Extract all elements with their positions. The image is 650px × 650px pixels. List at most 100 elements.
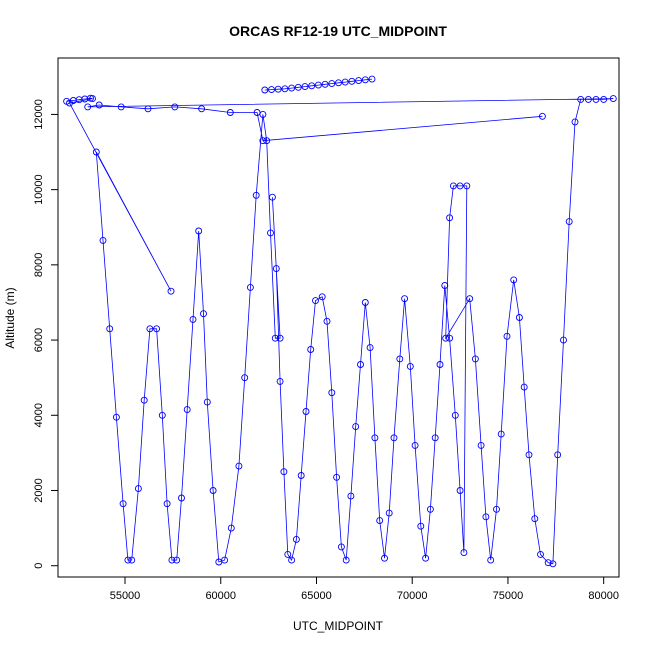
- data-point: [261, 86, 269, 94]
- data-point: [337, 543, 345, 551]
- data-point: [189, 315, 197, 323]
- data-point: [401, 295, 409, 303]
- data-point: [456, 182, 464, 190]
- data-point: [314, 81, 322, 89]
- data-point: [357, 361, 364, 368]
- data-point: [537, 550, 544, 558]
- data-point: [323, 317, 331, 325]
- data-point: [292, 535, 300, 543]
- data-point: [117, 103, 125, 111]
- data-point: [99, 236, 107, 244]
- data-point: [333, 473, 341, 481]
- data-point: [584, 95, 592, 103]
- data-point: [510, 276, 518, 284]
- data-point: [348, 77, 356, 85]
- data-point: [301, 83, 309, 91]
- data-point: [577, 95, 585, 103]
- data-point: [417, 522, 425, 530]
- data-point: [554, 451, 562, 459]
- data-point: [284, 550, 292, 558]
- x-axis: 55000 60000 65000 70000 75000 80000: [110, 576, 619, 602]
- data-point: [493, 505, 500, 513]
- y-axis: 0 2000 4000 6000 8000 10000 12000: [33, 99, 59, 569]
- data-point: [592, 95, 600, 103]
- data-point: [477, 441, 485, 449]
- data-point: [183, 406, 191, 414]
- data-point: [235, 462, 243, 470]
- data-point: [361, 299, 369, 306]
- data-point: [503, 332, 511, 340]
- data-point: [198, 105, 206, 113]
- data-point: [241, 374, 249, 382]
- data-point: [544, 559, 552, 567]
- data-point: [411, 441, 419, 449]
- data-point: [134, 485, 142, 493]
- data-point: [515, 314, 523, 321]
- data-point: [609, 95, 617, 103]
- x-tick-label: 65000: [301, 590, 332, 602]
- data-point: [565, 218, 573, 226]
- data-point: [446, 214, 454, 222]
- data-point: [321, 80, 329, 88]
- data-point: [167, 287, 175, 295]
- data-point: [426, 505, 434, 513]
- data-point: [274, 85, 282, 93]
- data-point: [95, 101, 103, 109]
- data-point: [140, 396, 148, 404]
- data-point: [436, 361, 444, 368]
- series-layer: [63, 75, 617, 568]
- data-point: [89, 95, 96, 103]
- data-point: [297, 472, 305, 479]
- data-point: [390, 434, 398, 442]
- data-point: [307, 346, 315, 353]
- series-1: [261, 75, 376, 94]
- data-point: [272, 265, 280, 273]
- data-point: [227, 524, 235, 532]
- data-point: [253, 109, 261, 116]
- data-point: [525, 451, 533, 459]
- y-tick-label: 6000: [33, 328, 45, 352]
- data-point: [281, 85, 289, 93]
- data-point: [308, 82, 316, 90]
- data-point: [178, 494, 185, 502]
- data-point: [252, 191, 260, 199]
- data-point: [335, 79, 342, 87]
- data-point: [312, 297, 319, 305]
- data-point: [268, 86, 275, 94]
- data-point: [106, 325, 114, 333]
- data-point: [203, 398, 211, 406]
- x-axis-label: UTC_MIDPOINT: [293, 619, 384, 633]
- data-point: [538, 112, 546, 120]
- data-point: [328, 80, 336, 88]
- data-point: [276, 377, 284, 385]
- data-point: [119, 500, 127, 508]
- data-point: [396, 355, 404, 363]
- data-point: [318, 293, 326, 301]
- data-point: [449, 182, 457, 190]
- data-point: [560, 336, 567, 344]
- series-line: [66, 97, 614, 565]
- data-point: [381, 554, 388, 562]
- data-point: [446, 334, 454, 342]
- series-line: [264, 78, 373, 91]
- y-tick-label: 8000: [33, 253, 45, 277]
- data-point: [288, 84, 296, 92]
- x-tick-label: 60000: [205, 590, 236, 602]
- data-point: [341, 78, 349, 86]
- data-point: [173, 556, 181, 564]
- data-point: [267, 229, 274, 237]
- data-point: [497, 430, 505, 438]
- data-point: [600, 95, 608, 103]
- data-point: [451, 411, 459, 419]
- chart-title: ORCAS RF12-19 UTC_MIDPOINT: [229, 23, 447, 39]
- data-point: [268, 193, 276, 201]
- y-axis-label: Altitude (m): [3, 287, 17, 348]
- y-tick-label: 12000: [33, 99, 45, 130]
- data-point: [153, 325, 161, 333]
- series-0: [63, 94, 617, 568]
- data-point: [263, 137, 271, 145]
- data-point: [371, 434, 379, 442]
- data-point: [200, 310, 207, 318]
- data-point: [342, 556, 350, 564]
- data-point: [368, 75, 376, 83]
